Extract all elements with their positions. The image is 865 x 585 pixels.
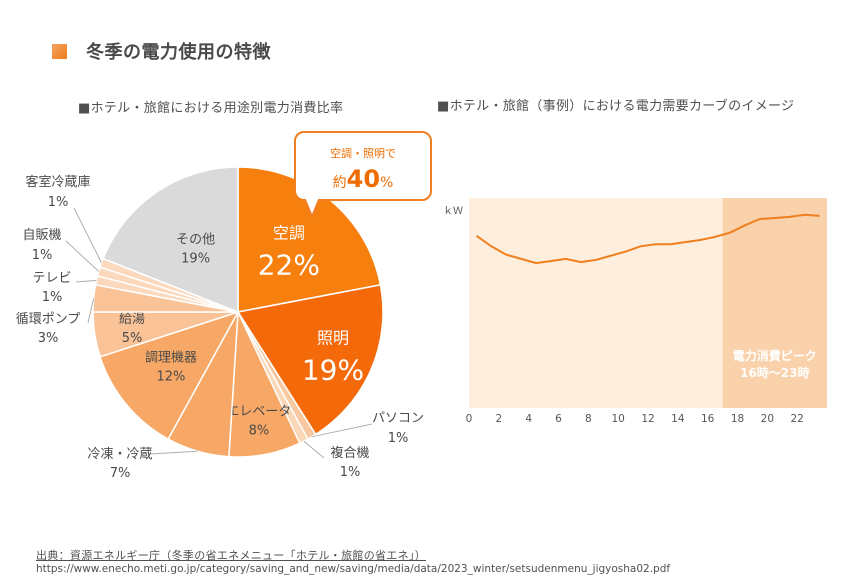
pie-label: エレベータ xyxy=(226,405,291,420)
pie-label: 複合機 xyxy=(330,445,369,461)
pie-slice-12 xyxy=(102,166,239,314)
x-tick-label: 14 xyxy=(671,413,685,425)
callout-line2: 約40% xyxy=(296,165,430,193)
x-tick-label: 6 xyxy=(555,413,562,425)
pie-value-label: 1% xyxy=(32,248,53,263)
callout-value: 40 xyxy=(346,165,381,193)
source-citation[interactable]: 出典：資源エネルギー庁（冬季の省エネメニュー「ホテル・旅館の省エネ」） xyxy=(36,549,426,562)
pie-leader-line xyxy=(65,240,100,272)
pie-label: 自販機 xyxy=(22,228,61,243)
pie-value-label: 3% xyxy=(38,331,59,346)
peak-label-1: 電力消費ピーク xyxy=(733,348,817,363)
pie-chart: 空調 22% 照明 19% パソコン 1% 複合機 1% エレベータ 8% 冷凍・冷蔵 7% 調理機器 1… xyxy=(16,166,424,481)
x-tick-label: 22 xyxy=(790,413,803,425)
pie-label: 冷凍・冷蔵 xyxy=(87,446,152,462)
pie-value-label: 1% xyxy=(388,431,409,446)
pie-value-label: 8% xyxy=(249,424,270,439)
demand-line xyxy=(475,213,820,265)
peak-label-2: 16時～23時 xyxy=(740,365,809,380)
pie-value-label: 1% xyxy=(48,195,69,210)
x-tick-label: 2 xyxy=(495,413,502,425)
pie-leader-line xyxy=(303,440,325,459)
pie-slice-1 xyxy=(236,283,384,436)
pie-label: 給湯 xyxy=(119,312,145,327)
callout-prefix: 約 xyxy=(332,175,347,191)
callout-line1: 空調・照明で xyxy=(330,147,396,160)
pie-leader-line xyxy=(73,207,103,264)
pie-label: テレビ xyxy=(32,271,71,286)
x-tick-label: 0 xyxy=(466,413,473,425)
line-chart: ｋＷ 0 2 4 6 8 10 12 14 16 18 20 22 電力消費ピーク 16時～23時 xyxy=(443,198,827,425)
pie-value-label: 12% xyxy=(157,369,186,384)
line-chart-title: ■ホテル・旅館（事例）における電力需要カーブのイメージ xyxy=(437,99,795,114)
pie-value-label: 7% xyxy=(110,466,131,481)
pie-label: 空調 xyxy=(273,224,305,243)
header-accent-square xyxy=(52,44,67,59)
callout-tail-inner xyxy=(305,197,319,214)
pie-value-label: 1% xyxy=(42,290,63,305)
pie-label: 調理機器 xyxy=(145,350,197,365)
pie-slice-6 xyxy=(99,310,240,441)
source-url[interactable]: https://www.enecho.meti.go.jp/category/s… xyxy=(36,563,671,575)
pie-label: 照明 xyxy=(317,328,349,347)
pie-label: その他 xyxy=(176,233,215,248)
pie-value-label: 19% xyxy=(181,252,210,267)
x-tick-label: 10 xyxy=(611,413,624,425)
pie-leader-line xyxy=(311,423,373,438)
y-axis-label: ｋＷ xyxy=(443,205,463,217)
peak-band xyxy=(722,198,827,408)
pie-value-label: 5% xyxy=(122,331,143,346)
callout-suffix: % xyxy=(380,175,394,191)
pie-label: パソコン xyxy=(372,411,424,426)
pie-chart-title: ■ホテル・旅館における用途別電力消費比率 xyxy=(78,101,344,116)
pie-leader-line xyxy=(149,450,198,455)
pie-value-label: 22% xyxy=(258,249,320,282)
x-tick-label: 4 xyxy=(525,413,532,425)
x-tick-label: 12 xyxy=(641,413,654,425)
pie-value-label: 1% xyxy=(340,465,361,480)
x-tick-label: 8 xyxy=(585,413,592,425)
callout-box: 空調・照明で 約40% xyxy=(294,131,432,201)
x-tick-label: 18 xyxy=(731,413,744,425)
pie-label: 循環ポンプ xyxy=(16,312,81,327)
pie-leader-line xyxy=(87,298,95,324)
page-title: 冬季の電力使用の特徴 xyxy=(86,42,271,63)
x-tick-label: 16 xyxy=(701,413,715,425)
pie-label: 客室冷蔵庫 xyxy=(25,174,90,190)
pie-value-label: 19% xyxy=(302,353,364,386)
x-tick-label: 20 xyxy=(761,413,774,425)
pie-leader-line xyxy=(75,279,97,283)
